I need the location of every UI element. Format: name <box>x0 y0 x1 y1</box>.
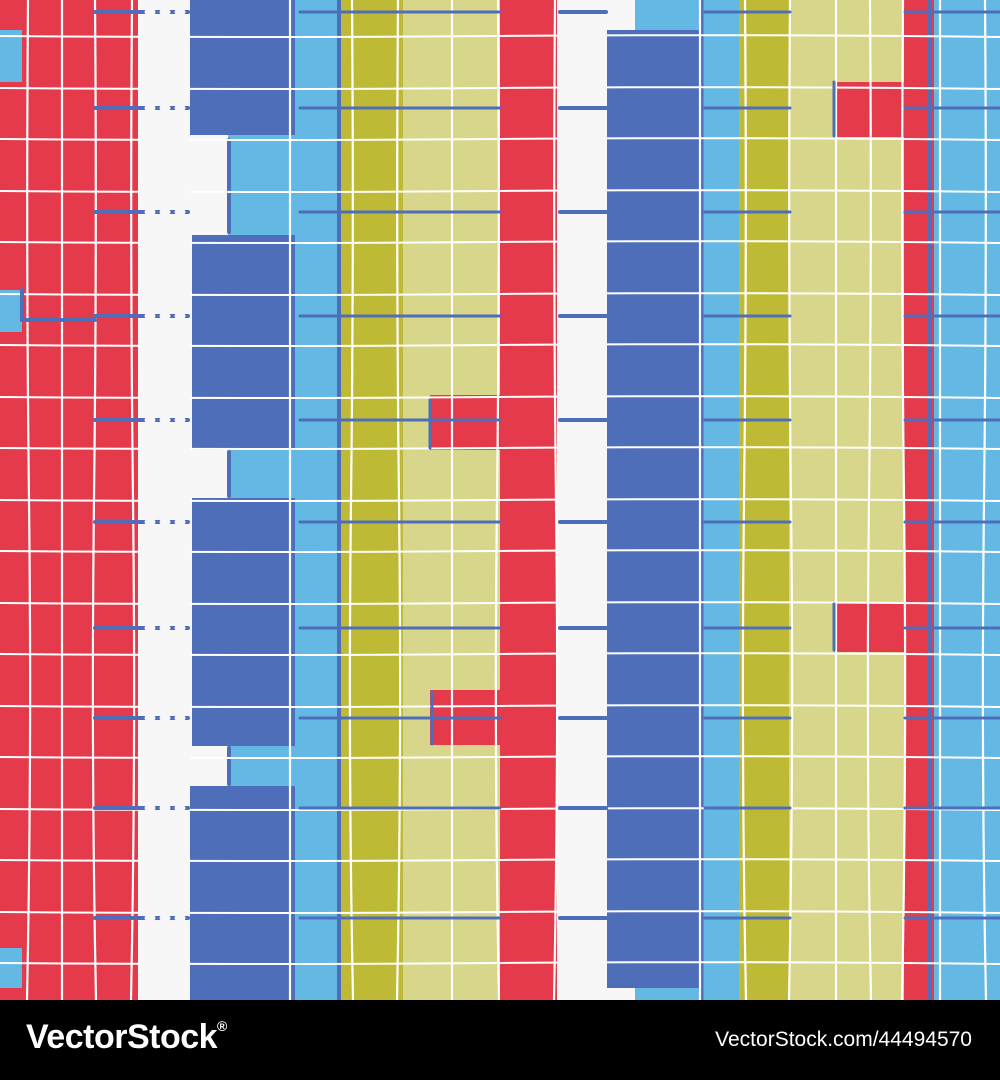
white-gap <box>558 0 606 1000</box>
image-id-label: VectorStock.com/44494570 <box>715 1028 972 1051</box>
sky-step <box>228 746 295 786</box>
brand-logo: VectorStock® <box>26 1018 227 1057</box>
royal-blue-block <box>190 0 295 135</box>
royal-blue-block <box>192 235 295 450</box>
notch <box>0 948 22 988</box>
red-inset <box>430 395 500 450</box>
sky-step <box>635 0 699 30</box>
watermark-footer: VectorStock® VectorStock.com/44494570 <box>0 1000 1000 1080</box>
sky-step <box>228 450 295 498</box>
sky-step <box>635 988 699 1000</box>
white-gap <box>140 0 190 1000</box>
royal-blue-block <box>192 498 295 746</box>
royal-blue-stripe <box>607 30 699 988</box>
notch <box>0 290 22 332</box>
red-inset <box>834 82 904 137</box>
stripe-block <box>0 0 22 30</box>
brand-text: VectorStock <box>26 1018 218 1056</box>
royal-blue-block <box>190 786 295 1000</box>
white-gap <box>606 988 635 1000</box>
trademark-symbol: ® <box>217 1018 227 1034</box>
notch <box>0 30 22 82</box>
stripe-pattern-artwork <box>0 0 1000 1000</box>
stripe-block <box>500 135 545 185</box>
sky-step <box>228 135 295 235</box>
white-gap <box>606 0 635 30</box>
